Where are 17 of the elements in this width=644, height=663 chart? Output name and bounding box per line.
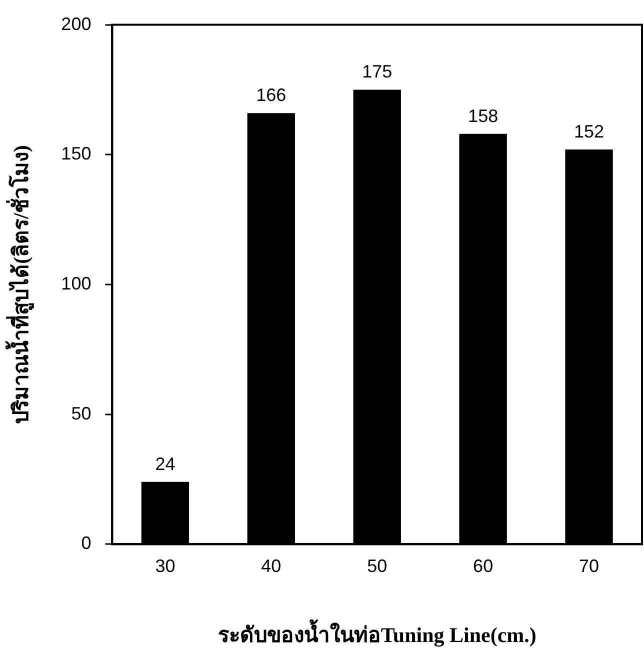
data-label: 152 xyxy=(574,121,604,142)
y-tick-label: 50 xyxy=(71,403,92,424)
y-tick-label: 0 xyxy=(81,533,92,554)
x-tick-label: 30 xyxy=(155,556,176,576)
y-tick-label: 150 xyxy=(61,144,92,164)
data-label: 158 xyxy=(468,106,498,126)
x-tick-label: 70 xyxy=(579,556,600,576)
x-tick-label: 40 xyxy=(261,556,282,576)
data-label: 166 xyxy=(256,85,286,106)
x-tick-label: 60 xyxy=(473,556,494,576)
data-label: 175 xyxy=(362,62,392,82)
y-tick-label: 100 xyxy=(61,273,92,294)
y-tick-label: 200 xyxy=(61,14,92,34)
data-label: 24 xyxy=(155,454,176,474)
x-tick-label: 50 xyxy=(367,556,388,576)
x-axis-title: ระดับของน้ำในท่อTuning Line(cm.) xyxy=(218,618,536,647)
y-axis-title: ปริมาณน้ำที่สูบได้(ลิตร/ชั่วโมง) xyxy=(5,145,36,424)
